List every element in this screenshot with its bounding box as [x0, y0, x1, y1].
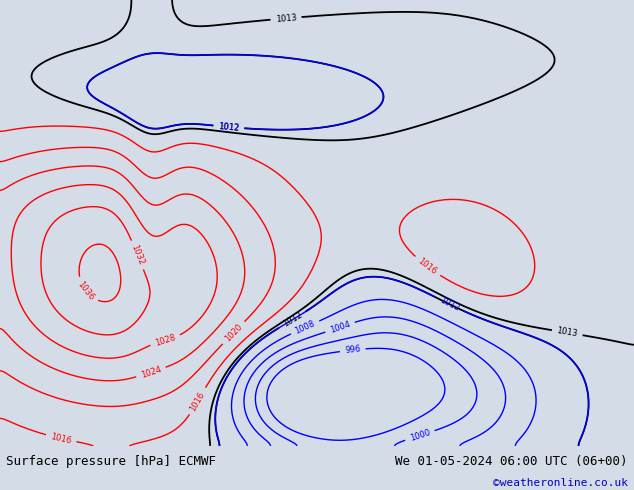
- Text: 1008: 1008: [294, 319, 316, 336]
- Text: 1016: 1016: [50, 432, 72, 445]
- Text: 1012: 1012: [218, 122, 240, 132]
- Text: We 01-05-2024 06:00 UTC (06+00): We 01-05-2024 06:00 UTC (06+00): [395, 455, 628, 468]
- Text: 1012: 1012: [438, 295, 461, 313]
- Text: 996: 996: [344, 344, 361, 355]
- Text: 1012: 1012: [218, 122, 240, 132]
- Text: 1013: 1013: [556, 326, 578, 339]
- Text: 1028: 1028: [154, 333, 177, 348]
- Text: 1000: 1000: [408, 428, 431, 443]
- Text: 1036: 1036: [75, 280, 96, 302]
- Text: 1016: 1016: [417, 256, 439, 276]
- Text: 1016: 1016: [188, 390, 207, 413]
- Text: ©weatheronline.co.uk: ©weatheronline.co.uk: [493, 478, 628, 489]
- Text: 1032: 1032: [129, 244, 146, 267]
- Text: Surface pressure [hPa] ECMWF: Surface pressure [hPa] ECMWF: [6, 455, 216, 468]
- Text: 1024: 1024: [139, 365, 162, 380]
- Text: 1013: 1013: [275, 13, 297, 24]
- Text: 1012: 1012: [281, 311, 304, 329]
- Text: 1020: 1020: [223, 322, 244, 343]
- Text: 1004: 1004: [328, 319, 351, 335]
